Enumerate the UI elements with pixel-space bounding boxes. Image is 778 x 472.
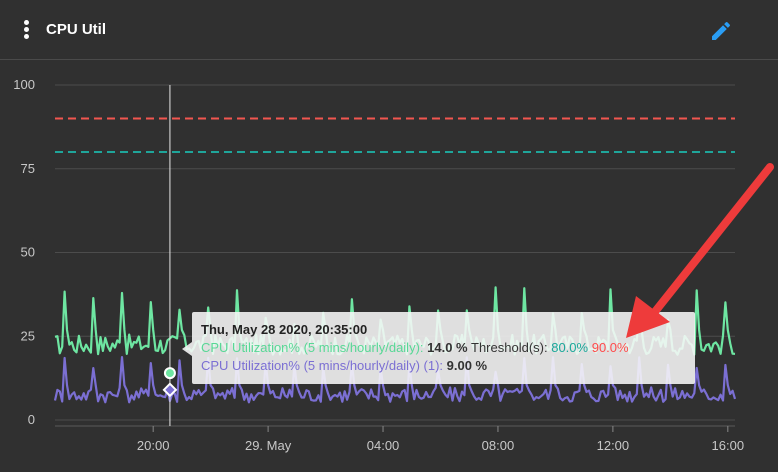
tooltip-threshold-label: Threshold(s): [471, 340, 548, 355]
y-tick-label: 75 [21, 161, 35, 176]
y-tick-label: 0 [28, 412, 35, 427]
y-tick-label: 100 [13, 77, 35, 92]
x-tick-label: 08:00 [482, 438, 515, 453]
y-tick-label: 25 [21, 328, 35, 343]
chart-tooltip: Thu, May 28 2020, 20:35:00 CPU Utilizati… [182, 312, 695, 384]
x-tick-label: 04:00 [367, 438, 400, 453]
x-tick-label: 29. May [245, 438, 292, 453]
crosshair-point-series-1 [163, 367, 176, 380]
tooltip-date: Thu, May 28 2020, 20:35:00 [201, 322, 368, 337]
tooltip-threshold-1: 80.0% [551, 340, 589, 355]
tooltip-series-2-value: 9.00 % [446, 358, 488, 373]
widget-header: CPU Util [0, 0, 778, 60]
x-tick-label: 12:00 [597, 438, 630, 453]
cpu-line-chart: 100 75 50 25 0 20:00 29. May 04:00 08:00 12:00 16… [13, 77, 745, 453]
x-tick-label: 20:00 [137, 438, 170, 453]
x-tick-label: 16:00 [712, 438, 745, 453]
widget-title: CPU Util [46, 21, 106, 38]
tooltip-row-series-2: CPU Utilization% (5 mins/hourly/daily) (… [201, 357, 695, 375]
tooltip-threshold-2: 90.0% [591, 340, 629, 355]
tooltip-series-1-value: 14.0 % [427, 340, 468, 355]
pencil-icon[interactable] [709, 19, 733, 43]
tooltip-series-2-label: CPU Utilization% (5 mins/hourly/daily) (… [201, 358, 444, 373]
y-tick-label: 50 [21, 245, 35, 260]
tooltip-series-1-label: CPU Utilization% (5 mins/hourly/daily): [201, 340, 424, 355]
more-vertical-icon[interactable] [20, 20, 32, 40]
crosshair-point-series-2 [162, 382, 178, 398]
tooltip-row-series-1: CPU Utilization% (5 mins/hourly/daily): … [201, 339, 695, 357]
